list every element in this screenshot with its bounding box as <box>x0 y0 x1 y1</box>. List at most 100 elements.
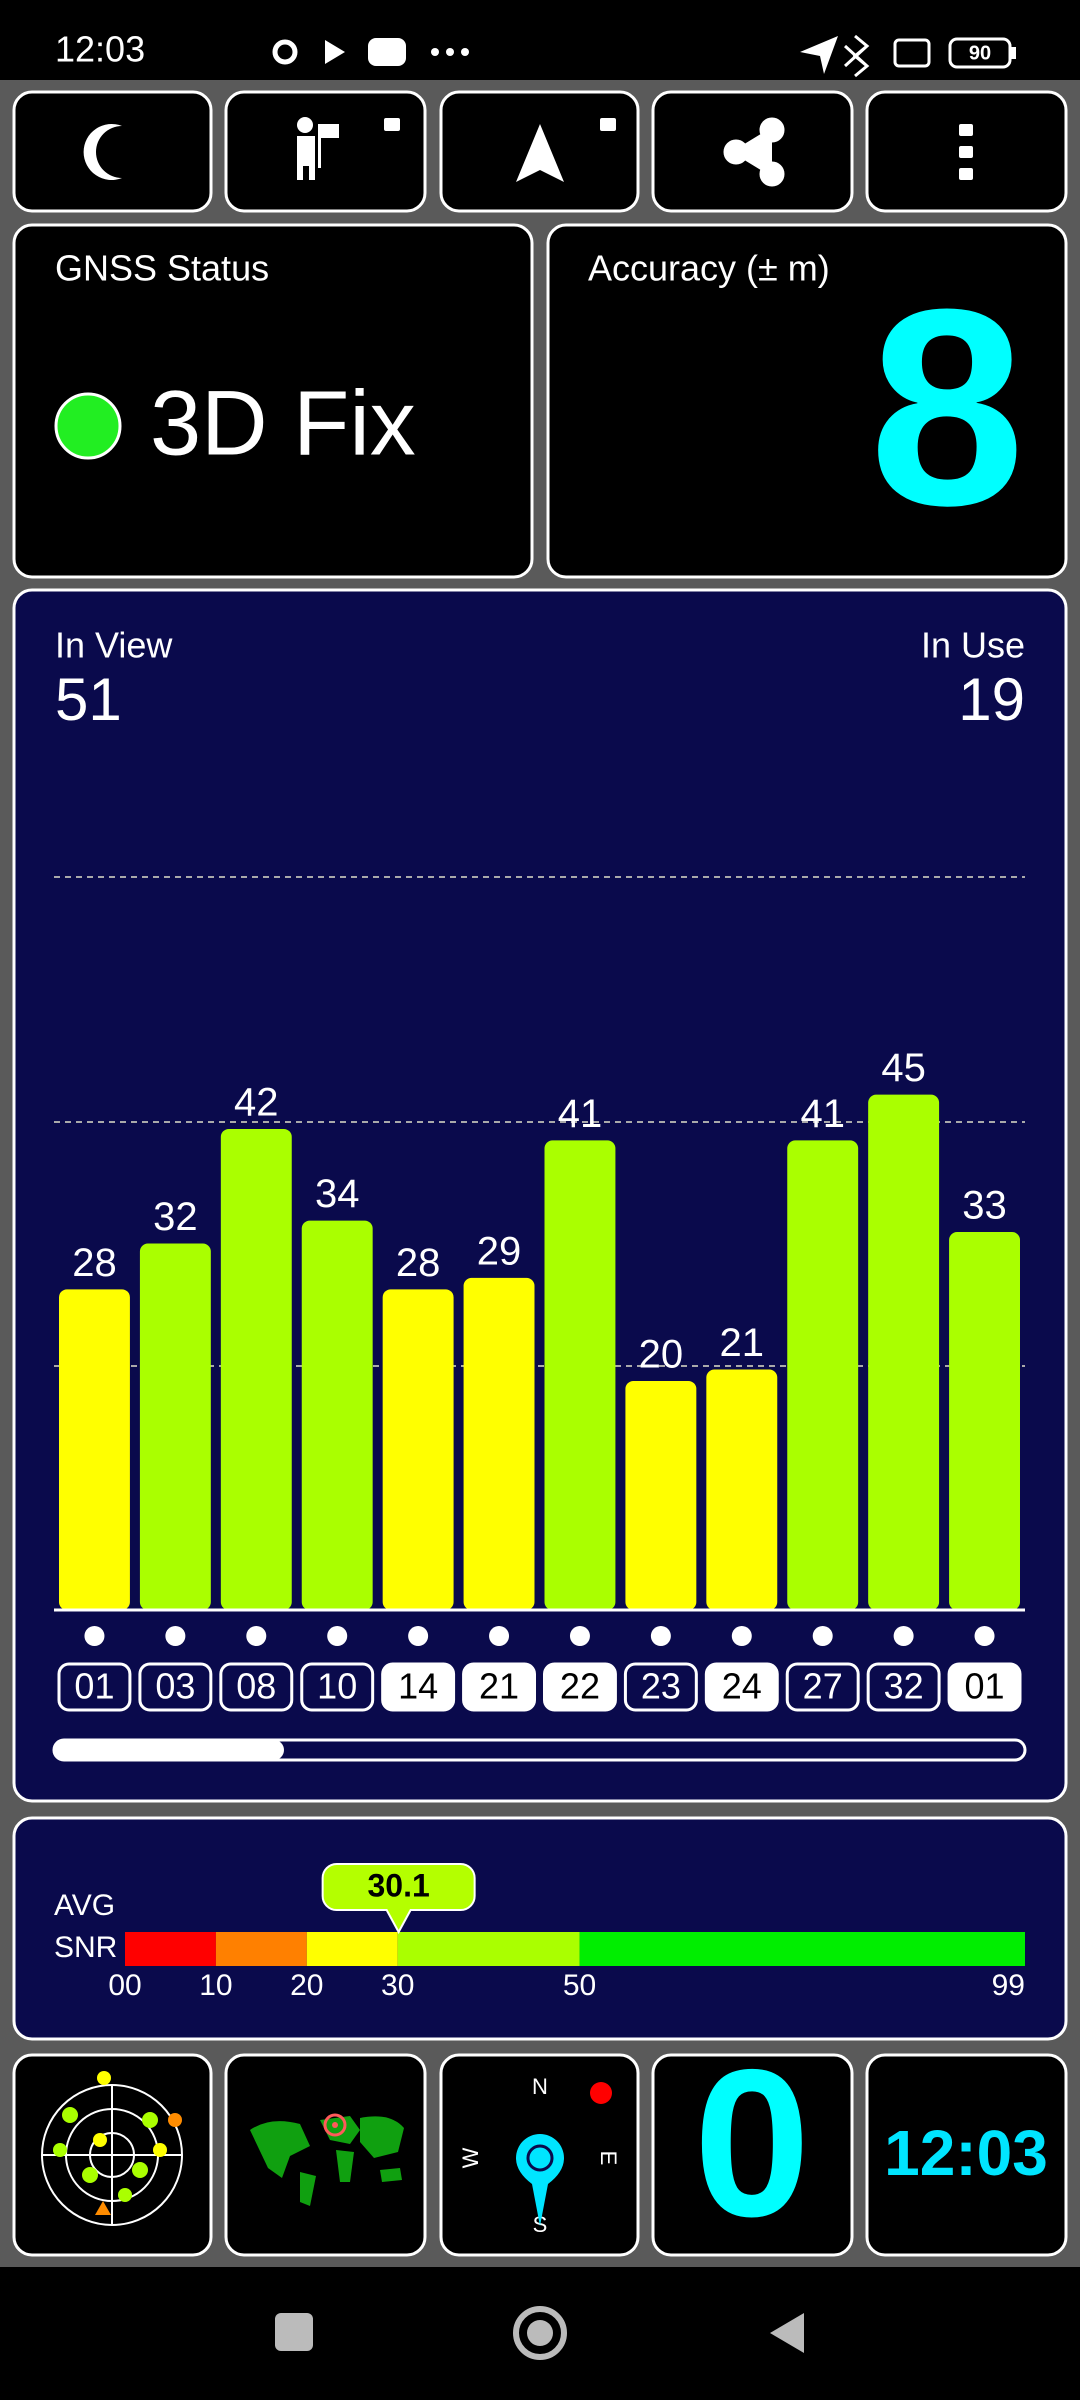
bar <box>59 1289 130 1610</box>
in-view-box <box>138 1662 213 1712</box>
bar-value-label: 29 <box>477 1229 522 1273</box>
status-dot <box>327 1626 348 1646</box>
tracking-button[interactable] <box>224 90 427 213</box>
bar <box>301 1220 373 1610</box>
person-flag-icon <box>297 117 400 180</box>
status-dot <box>569 1626 590 1646</box>
compass-north: N <box>532 2074 548 2099</box>
avg-snr-value: 30.1 <box>367 1867 429 1903</box>
bar <box>544 1140 616 1610</box>
bars: 28 01 32 03 42 08 34 10 28 14 29 21 41 22 20 23 21 24 41 27… <box>57 1046 1022 1712</box>
satellite-id: 27 <box>803 1666 843 1707</box>
in-use-box <box>947 1662 1022 1712</box>
bar-value-label: 42 <box>234 1081 279 1125</box>
bar-value-label: 34 <box>315 1172 360 1216</box>
in-view-box <box>866 1662 941 1712</box>
snr-tick-label: 99 <box>992 1969 1025 2002</box>
compass-marker <box>590 2082 612 2104</box>
avg-label: AVG <box>54 1889 115 1922</box>
compass-hub <box>526 2144 554 2172</box>
in-use-box <box>462 1662 537 1712</box>
accuracy-card <box>546 223 1068 579</box>
snr-scale: 00 10 20 30 50 99 30.1 <box>108 1863 1025 2002</box>
map-tile[interactable] <box>224 2053 427 2257</box>
status-dot <box>974 1626 995 1646</box>
bar-value-label: 28 <box>396 1241 441 1285</box>
satellite-id: 01 <box>74 1666 114 1707</box>
in-use-box <box>543 1662 617 1712</box>
satellite-id: 10 <box>317 1666 357 1707</box>
status-dot <box>893 1626 914 1646</box>
gnss-status-card <box>12 223 534 579</box>
speed-tile[interactable] <box>651 2053 854 2257</box>
status-dot <box>84 1626 105 1646</box>
fix-status: 3D Fix <box>150 372 416 474</box>
in-view-box <box>623 1662 698 1712</box>
snr-tick-label: 50 <box>563 1969 596 2002</box>
status-dot <box>812 1626 833 1646</box>
bar <box>949 1232 1020 1610</box>
satellite-id: 21 <box>479 1666 519 1707</box>
snr-band <box>579 1932 1025 1966</box>
status-dot <box>489 1626 510 1646</box>
bar <box>220 1128 292 1610</box>
bar <box>463 1277 535 1610</box>
speed-value: 0 <box>694 2025 811 2260</box>
satellite-id: 01 <box>965 1666 1005 1707</box>
status-icons <box>272 34 1016 78</box>
bar-value-label: 41 <box>800 1092 845 1136</box>
sky-plot-icon <box>41 2071 183 2226</box>
back-button[interactable] <box>770 2313 804 2353</box>
clock-value: 12:03 <box>884 2117 1048 2189</box>
in-view-box <box>57 1662 132 1712</box>
gnss-status-label: GNSS Status <box>55 248 269 289</box>
satellite-id: 32 <box>884 1666 924 1707</box>
snr-label: SNR <box>54 1931 117 1964</box>
satellite-id: 14 <box>398 1666 438 1707</box>
in-view-label: In View <box>55 625 173 666</box>
snr-band <box>397 1932 580 1966</box>
accuracy-value: 8 <box>869 252 1025 564</box>
bar-value-label: 41 <box>558 1092 603 1136</box>
scroll-thumb[interactable] <box>54 1740 284 1760</box>
bar-value-label: 21 <box>720 1321 765 1365</box>
bar-value-label: 32 <box>153 1195 198 1239</box>
satellite-id: 24 <box>722 1666 762 1707</box>
in-view-box <box>300 1662 375 1712</box>
bar <box>382 1289 454 1610</box>
in-view-box <box>219 1662 294 1712</box>
accuracy-label: Accuracy (± m) <box>588 248 830 289</box>
home-button[interactable] <box>513 2306 567 2360</box>
clock-tile[interactable] <box>865 2053 1068 2257</box>
bar <box>706 1369 778 1610</box>
in-use-box <box>381 1662 456 1712</box>
status-dot <box>165 1626 186 1646</box>
bar-value-label: 28 <box>72 1241 117 1285</box>
avg-snr-card <box>12 1816 1068 2041</box>
fix-indicator <box>54 392 122 460</box>
satellite-id: 03 <box>155 1666 195 1707</box>
snr-tick-label: 20 <box>290 1969 323 2002</box>
share-icon <box>723 117 785 187</box>
recents-button[interactable] <box>275 2313 313 2351</box>
status-dot <box>650 1626 671 1646</box>
in-use-count: 19 <box>958 666 1025 733</box>
moon-icon <box>83 124 122 180</box>
bar-value-label: 45 <box>881 1046 926 1090</box>
in-view-count: 51 <box>55 666 122 733</box>
dashed-guides <box>54 876 1025 1367</box>
snr-band <box>125 1932 216 1966</box>
bar <box>625 1380 697 1610</box>
status-dot <box>731 1626 752 1646</box>
battery-level: 90 <box>969 42 991 64</box>
bar <box>787 1140 859 1610</box>
satellite-id: 08 <box>236 1666 276 1707</box>
arrow-icon <box>516 118 616 182</box>
bar-value-label: 33 <box>962 1184 1007 1228</box>
night-mode-button[interactable] <box>12 90 213 213</box>
snr-tick-label: 30 <box>381 1969 414 2002</box>
satellite-id: 23 <box>641 1666 681 1707</box>
snr-tick-label: 00 <box>108 1969 141 2002</box>
